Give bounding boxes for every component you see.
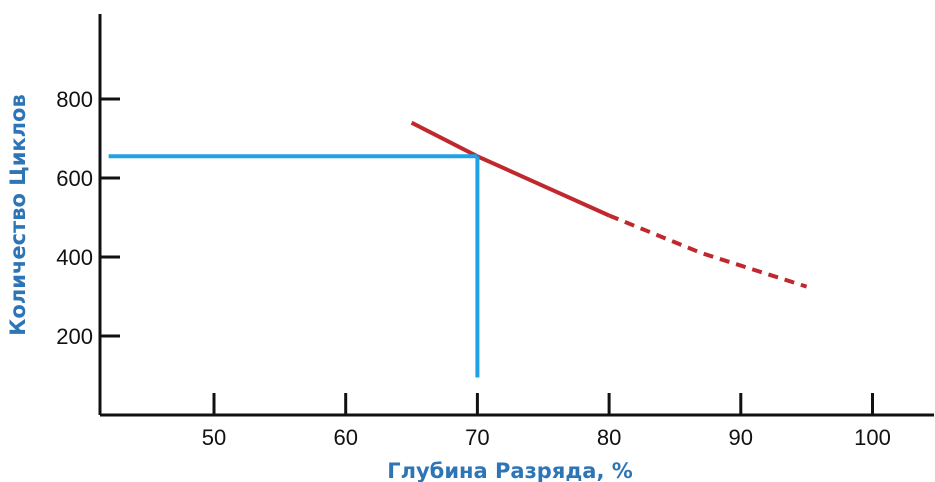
x-ticks: 50 60 70 80 90 100 [202,393,891,450]
guides-layer [108,154,480,378]
x-tick-label: 60 [333,425,357,450]
y-ticks: 200 400 600 800 [56,87,120,349]
y-tick-label: 400 [56,245,93,270]
series-layer [410,120,808,289]
y-tick-label: 800 [56,87,93,112]
x-tick-label: 90 [729,425,753,450]
cycles-curve [410,120,610,218]
x-tick-label: 50 [202,425,226,450]
x-tick-label: 100 [854,425,891,450]
x-tick-label: 70 [465,425,489,450]
y-axis-title: Количество Циклов [6,94,30,336]
y-tick-label: 200 [56,324,93,349]
cycles-curve-extrapolated [608,213,808,289]
x-tick-label: 80 [597,425,621,450]
axes-layer [98,14,934,417]
y-tick-label: 600 [56,166,93,191]
x-axis-title: Глубина Разряда, % [387,459,633,482]
